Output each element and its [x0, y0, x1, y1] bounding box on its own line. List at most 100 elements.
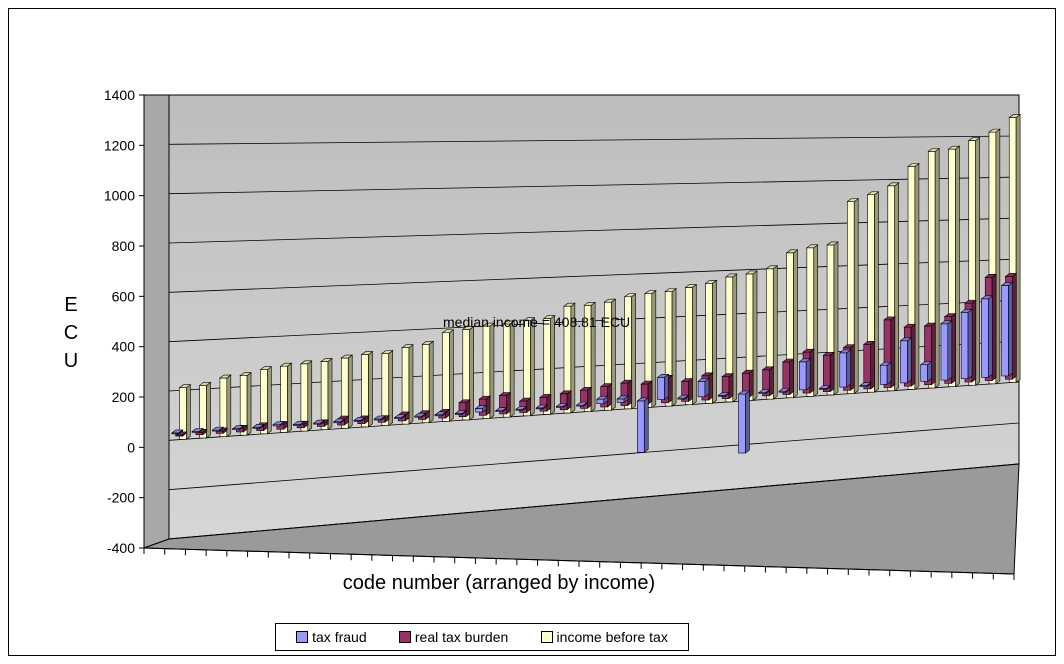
bar-real-tax-burden-29 [741, 369, 755, 398]
bar-income-before-tax-26 [684, 283, 698, 406]
bar-front [863, 344, 871, 390]
bar-top [676, 394, 690, 399]
bar-top [838, 349, 852, 354]
bar-top [191, 428, 204, 432]
bar-side [809, 348, 815, 394]
bar-tax-fraud-27 [697, 377, 710, 398]
bar-income-before-tax-39 [947, 145, 961, 388]
bar-top [883, 316, 896, 321]
ytick-label-5: 600 [112, 288, 136, 304]
bar-top [299, 360, 313, 365]
bar-side [907, 337, 912, 384]
bar-side [671, 288, 677, 407]
bar-side [910, 323, 916, 387]
bar-income-before-tax-32 [805, 244, 819, 397]
bar-side [805, 358, 811, 391]
bar-top [785, 249, 799, 254]
bar-side [206, 381, 211, 439]
bar-top [862, 341, 876, 345]
bar-top [555, 403, 569, 407]
bar-top [178, 384, 192, 389]
legend-label-tax-fraud: tax fraud [312, 629, 367, 645]
bar-income-before-tax-15 [461, 325, 475, 421]
bar-top [393, 414, 407, 418]
x-axis-line [143, 547, 1015, 575]
bar-side [667, 374, 673, 404]
bar-top [373, 415, 387, 420]
bar-income-before-tax-4 [239, 372, 252, 436]
bar-side [975, 137, 980, 386]
bar-side [587, 386, 592, 409]
bar-top [960, 308, 973, 313]
bar-real-tax-burden-26 [680, 377, 694, 403]
bar-top [198, 382, 212, 386]
bar-top [907, 163, 920, 167]
bar-top [656, 374, 670, 378]
bar-top [340, 354, 354, 359]
bar-side [647, 380, 653, 405]
bar-top [478, 395, 492, 400]
bar-side [607, 383, 612, 408]
bar-tax-fraud-12 [393, 414, 407, 420]
bar-side [886, 361, 892, 385]
bar-top [579, 386, 593, 391]
bar-side [246, 372, 252, 436]
bar-top [380, 350, 394, 354]
bar-income-before-tax-8 [320, 357, 333, 431]
bar-income-before-tax-33 [826, 241, 839, 396]
bar-side [347, 354, 353, 429]
bar-tax-fraud-39 [940, 320, 953, 381]
bar-tax-fraud-16 [474, 404, 488, 413]
bar-side [995, 128, 1001, 385]
legend-swatch-income-before-tax [540, 631, 553, 643]
gridline-8 [168, 135, 1020, 145]
bar-top [498, 392, 512, 396]
y-axis-ticks: -400 -200 0 200 400 600 800 1000 1200 1400 [104, 87, 145, 556]
bar-top [515, 405, 528, 410]
bar-income-before-tax-25 [664, 288, 677, 407]
bar-side [664, 373, 669, 401]
bar-top [616, 395, 629, 400]
bar-top [947, 145, 961, 150]
bar-front [320, 361, 329, 430]
bar-top [640, 380, 653, 385]
legend-label-income-before-tax: income before tax [556, 629, 668, 645]
bar-top [239, 372, 252, 376]
x-axis-ticks [143, 547, 1015, 580]
bar-top [603, 298, 617, 303]
bar-tax-fraud-26 [676, 394, 690, 400]
bar-front [381, 353, 390, 426]
bar-top [1004, 273, 1018, 277]
ytick-label-7: 1000 [104, 188, 135, 204]
bar-side [489, 322, 495, 420]
bar-top [822, 351, 836, 356]
bar-front [839, 352, 847, 388]
bar-tax-fraud-1 [170, 429, 184, 435]
bar-side [947, 320, 953, 381]
bar-front [442, 332, 450, 422]
bar-income-before-tax-28 [724, 273, 738, 403]
bar-top [717, 392, 731, 396]
bar-side [874, 191, 879, 393]
bar-income-before-tax-24 [644, 290, 657, 409]
bar-top [332, 418, 346, 423]
bar-side [627, 379, 633, 407]
bar-side [1015, 113, 1021, 384]
bar-tax-fraud-25 [656, 373, 670, 401]
bar-top [964, 299, 977, 304]
bar-side [772, 265, 778, 400]
ytick-label-1: -200 [107, 490, 135, 506]
bar-top [272, 421, 285, 426]
bar-top [846, 198, 860, 202]
bar-tax-fraud-14 [434, 411, 447, 417]
legend-swatch-real-tax-burden [398, 631, 411, 643]
bar-tax-fraud-41 [980, 295, 994, 378]
bar-top [919, 361, 933, 366]
bar-tax-fraud-23 [616, 395, 629, 403]
bar-side [708, 372, 714, 401]
legend-item-tax-fraud: tax fraud [296, 629, 367, 645]
bar-income-before-tax-35 [866, 191, 880, 393]
bar-front [960, 311, 969, 380]
